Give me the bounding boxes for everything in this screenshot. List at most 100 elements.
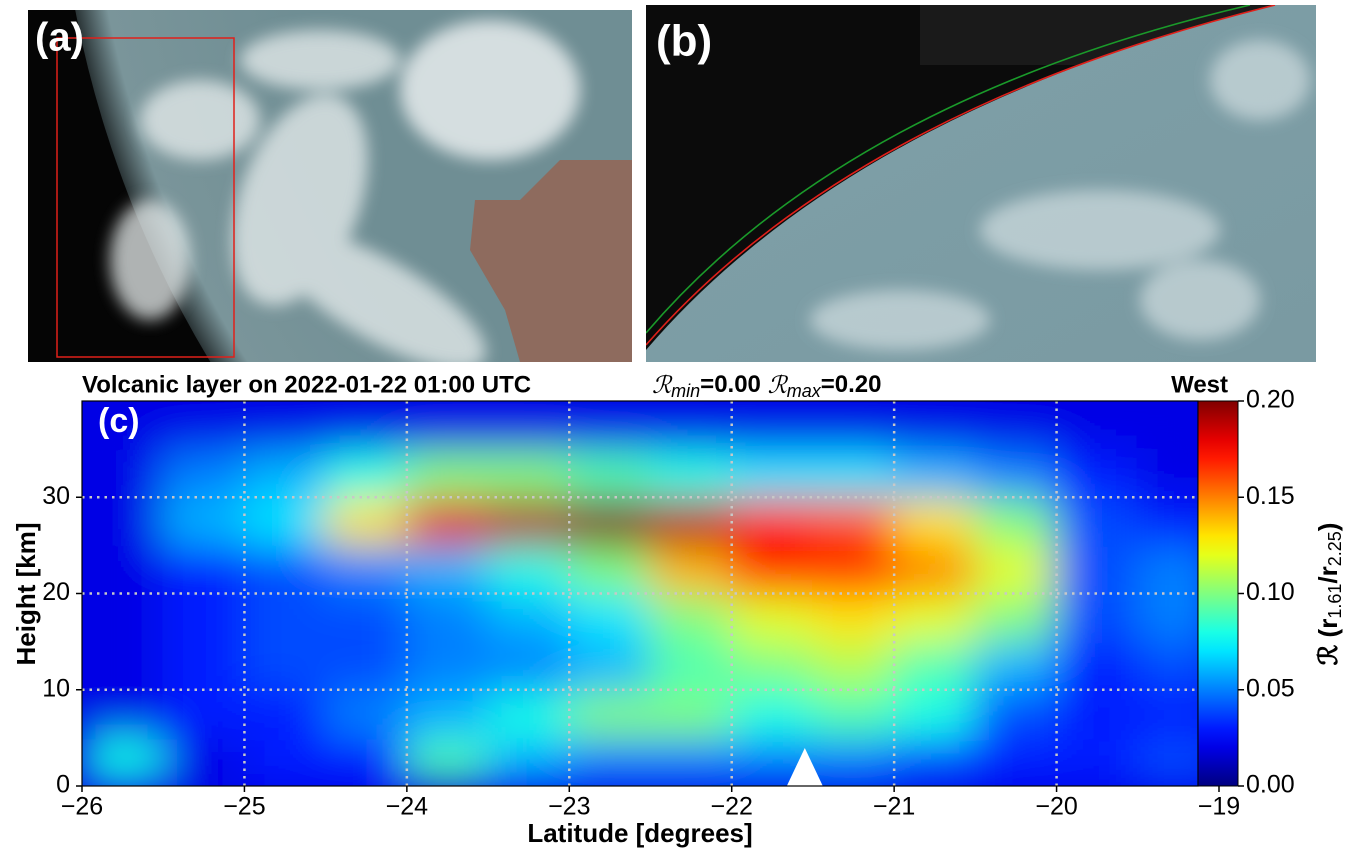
- heatmap-cell: [568, 688, 652, 739]
- x-tick-label: −19: [1198, 793, 1240, 821]
- x-tick-label: −24: [386, 793, 429, 821]
- heatmap-cell: [1055, 544, 1139, 595]
- heatmap-cell: [324, 592, 408, 643]
- clouds: [110, 20, 580, 362]
- symbol: ℛ: [652, 371, 673, 399]
- heatmap-cell: [162, 688, 246, 739]
- heatmap-cell: [893, 544, 977, 595]
- symbol: ℛ: [768, 371, 789, 399]
- heatmap-cell: [1136, 401, 1198, 451]
- heatmap-cell: [649, 736, 733, 786]
- heatmap-cell: [1136, 640, 1198, 691]
- heatmap-cell: [405, 401, 490, 451]
- heatmap-cell: [243, 688, 327, 739]
- heatmap-cell: [893, 640, 977, 691]
- heatmap-cell: [405, 496, 490, 547]
- heatmap-cell: [324, 401, 408, 451]
- heatmap-cell: [82, 592, 165, 643]
- label-part: /r: [1313, 566, 1343, 583]
- heatmap-cell: [82, 688, 165, 739]
- value-text: =0.00: [700, 371, 761, 398]
- heatmap-cell: [568, 496, 652, 547]
- heatmap-cell: [405, 544, 490, 595]
- heatmap-cell: [487, 448, 571, 499]
- heatmap-cell: [974, 544, 1058, 595]
- heatmap-cell: [487, 544, 571, 595]
- heatmap-cell: [324, 544, 408, 595]
- heatmap-cell: [893, 496, 977, 547]
- clouds: [810, 40, 1310, 350]
- heatmap-cell: [730, 448, 814, 499]
- heatmap-cell: [162, 544, 246, 595]
- heatmap-cell: [162, 592, 246, 643]
- heatmap-cell: [974, 401, 1058, 451]
- x-tick-label: −26: [61, 793, 103, 821]
- subscript: max: [787, 381, 822, 401]
- heatmap-cell: [730, 592, 814, 643]
- heatmap-cell: [1055, 688, 1139, 739]
- colorbar-tick-label: 0.20: [1246, 386, 1295, 414]
- heatmap-cell: [893, 448, 977, 499]
- heatmap-cell: [162, 736, 246, 786]
- heatmap-cell: [974, 640, 1058, 691]
- heatmap-cell: [82, 448, 165, 499]
- heatmap-cell: [893, 592, 977, 643]
- heatmap-cell: [487, 401, 571, 451]
- heatmap-cell: [405, 736, 490, 786]
- heatmap-cell: [568, 448, 652, 499]
- heatmap-cell: [649, 496, 733, 547]
- red-line: [646, 5, 1276, 346]
- y-tick-label: 20: [42, 578, 70, 606]
- heatmap-cell: [324, 688, 408, 739]
- colorbar: [1197, 400, 1239, 787]
- heatmap-cell: [974, 496, 1058, 547]
- colorbar-tick-label: 0.15: [1246, 482, 1295, 510]
- zoom-box: [56, 37, 235, 358]
- heatmap-cell: [974, 592, 1058, 643]
- range-annotation: ℛmin=0.00 ℛmax=0.20: [652, 371, 881, 401]
- heatmap-cell: [568, 736, 652, 786]
- heatmap-cell: [1136, 544, 1198, 595]
- heatmap-cell: [487, 736, 571, 786]
- heatmap-cell: [243, 401, 327, 451]
- label-part: ℛ (r: [1313, 619, 1343, 666]
- heatmap-cell: [82, 496, 165, 547]
- x-tick-label: −25: [223, 793, 265, 821]
- value-text: =0.20: [821, 371, 882, 398]
- colorbar-tick-label: 0.05: [1246, 674, 1295, 702]
- heatmap-cell: [730, 401, 814, 451]
- heatmap-cell: [649, 544, 733, 595]
- heatmap-cell: [1055, 736, 1139, 786]
- satellite-image-b: [646, 5, 1316, 362]
- earth-limb: [646, 5, 1316, 362]
- spacer: [761, 371, 768, 398]
- heatmap-cell: [730, 640, 814, 691]
- label-part: ): [1313, 523, 1343, 532]
- heatmap-cell: [487, 496, 571, 547]
- heatmap-cell: [487, 592, 571, 643]
- heatmap-cell: [811, 640, 896, 691]
- volcano-marker: [786, 748, 823, 786]
- australia: [470, 160, 632, 362]
- colorbar-label: ℛ (r1.61/r2.25): [1313, 523, 1345, 666]
- heatmap-cell: [1136, 592, 1198, 643]
- satellite-image-a: [28, 10, 632, 362]
- green-line: [646, 5, 1251, 334]
- heatmap-cell: [243, 736, 327, 786]
- heatmap-cell: [1055, 640, 1139, 691]
- heatmap-cell: [811, 736, 896, 786]
- heatmap-cell: [811, 496, 896, 547]
- heatmap: [82, 401, 1198, 786]
- heatmap-cell: [162, 448, 246, 499]
- heatmap-cell: [649, 401, 733, 451]
- x-axis-label: Latitude [degrees]: [527, 818, 752, 848]
- heatmap-cell: [162, 640, 246, 691]
- heatmap-cell: [811, 688, 896, 739]
- x-tick-label: −22: [711, 793, 753, 821]
- heatmap-cell: [649, 448, 733, 499]
- subscript: 2.25: [1325, 531, 1345, 566]
- axes: −26 −25 −24 −23 −22 −21 −20 −19 0 10 20 30 0.00 0.05 0…: [42, 386, 1294, 821]
- heatmap-cell: [162, 401, 246, 451]
- heatmap-cell: [811, 401, 896, 451]
- heatmap-cell: [568, 401, 652, 451]
